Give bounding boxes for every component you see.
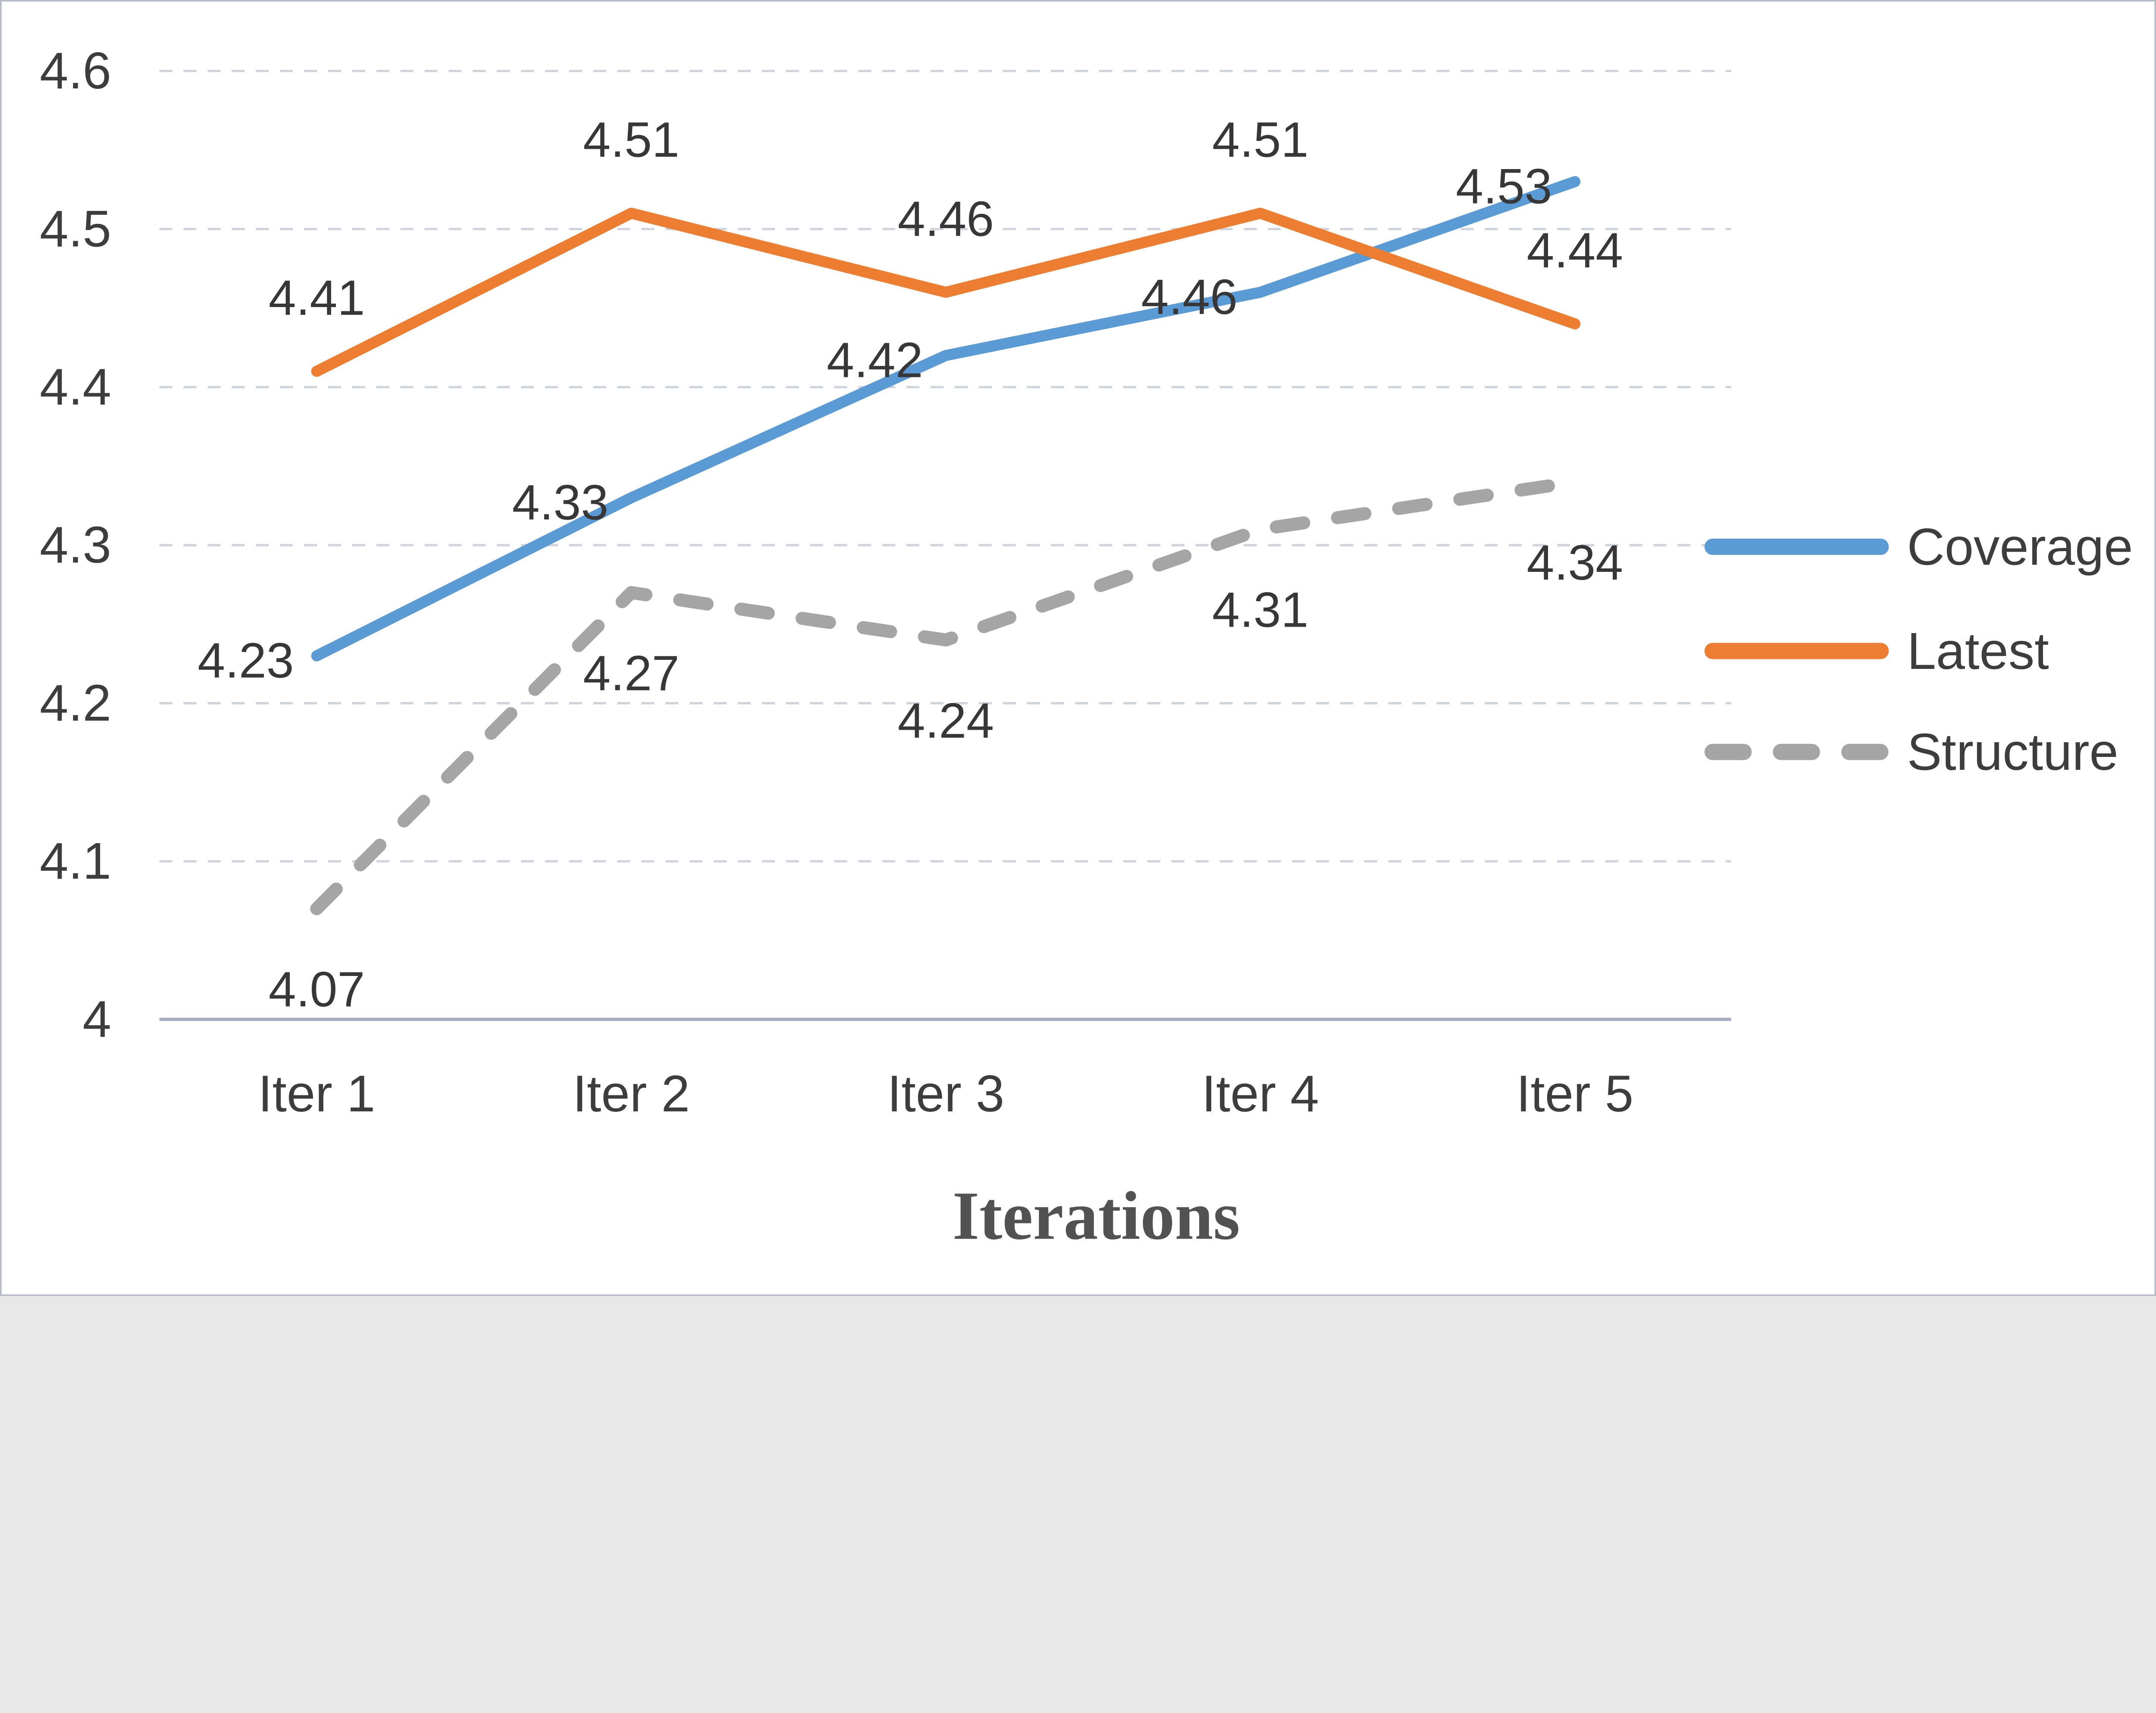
y-tick-label: 4.5 xyxy=(40,201,111,258)
x-tick-label: Iter 2 xyxy=(573,1065,690,1123)
data-label: 4.27 xyxy=(583,646,679,701)
y-tick-label: 4 xyxy=(83,991,111,1048)
y-axis-tick-labels: 4 4.1 4.2 4.3 4.4 4.5 4.6 xyxy=(40,42,111,1048)
data-label: 4.41 xyxy=(269,270,365,326)
y-tick-label: 4.1 xyxy=(40,833,111,890)
data-label: 4.07 xyxy=(269,962,365,1017)
data-label: 4.34 xyxy=(1527,535,1623,590)
data-label: 4.24 xyxy=(898,693,994,748)
data-label: 4.42 xyxy=(827,333,923,388)
data-label: 4.31 xyxy=(1212,583,1308,638)
legend-label-structure: Structure xyxy=(1907,723,2118,781)
x-tick-label: Iter 1 xyxy=(258,1065,376,1123)
y-tick-label: 4.2 xyxy=(40,675,111,732)
series-lines xyxy=(310,176,1582,916)
x-tick-label: Iter 4 xyxy=(1202,1065,1319,1123)
data-label: 4.33 xyxy=(512,475,608,530)
data-labels: 4.23 4.33 4.42 4.46 4.53 4.41 4.51 4.46 4.51 4.44… xyxy=(197,113,1623,1017)
y-tick-label: 4.3 xyxy=(40,517,111,574)
y-tick-label: 4.6 xyxy=(40,42,111,100)
series-line-structure xyxy=(310,475,1582,916)
data-label: 4.51 xyxy=(1212,113,1308,168)
legend: Coverage Latest Structure xyxy=(1704,518,2133,781)
series-line-latest xyxy=(311,207,1581,377)
gridlines xyxy=(159,69,1731,1021)
legend-label-coverage: Coverage xyxy=(1907,518,2133,576)
data-label: 4.23 xyxy=(197,633,294,688)
data-label: 4.44 xyxy=(1527,223,1623,278)
data-label: 4.46 xyxy=(1141,270,1238,325)
data-label: 4.53 xyxy=(1456,159,1552,214)
y-tick-label: 4.4 xyxy=(40,358,111,416)
x-axis-title: Iterations xyxy=(953,1177,1240,1254)
x-tick-label: Iter 5 xyxy=(1516,1065,1633,1123)
legend-label-latest: Latest xyxy=(1907,622,2049,680)
chart-frame: 4 4.1 4.2 4.3 4.4 4.5 4.6 Iter 1 Iter 2 Iter 3 It… xyxy=(0,0,2156,1296)
x-axis-tick-labels: Iter 1 Iter 2 Iter 3 Iter 4 Iter 5 xyxy=(258,1065,1634,1123)
data-label: 4.51 xyxy=(583,113,679,168)
data-label: 4.46 xyxy=(898,191,994,247)
x-tick-label: Iter 3 xyxy=(887,1065,1004,1123)
line-chart: 44.14.24.34.44.54.6 Iter 1 Iter 2 Iter 3 It… xyxy=(40,42,2133,1254)
